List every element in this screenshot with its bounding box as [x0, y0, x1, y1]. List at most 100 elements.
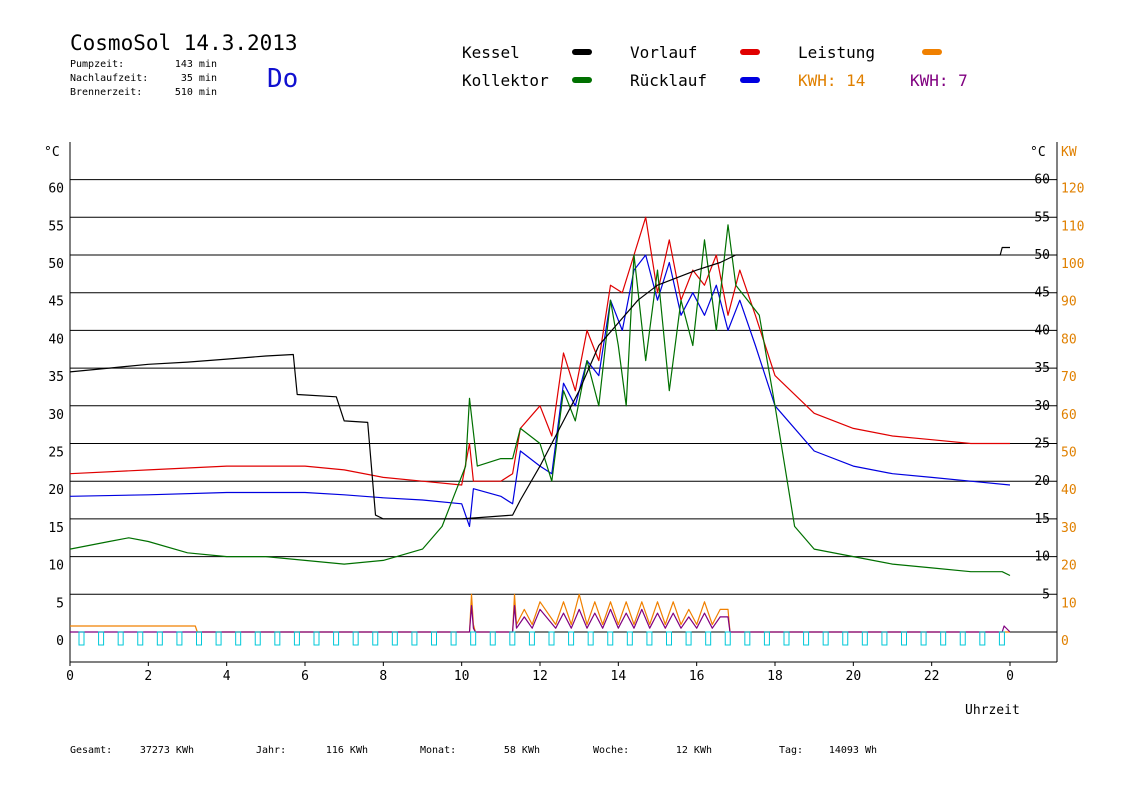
- footer-label: Woche:: [593, 745, 629, 756]
- y-tick-right-temp: 20: [1034, 474, 1050, 489]
- marker: [98, 631, 105, 646]
- stat-label: Brennerzeit:: [70, 87, 142, 98]
- footer-value: 58 KWh: [504, 745, 540, 756]
- marker: [274, 631, 281, 646]
- marker: [568, 631, 575, 646]
- marker: [450, 631, 457, 646]
- marker: [352, 631, 359, 646]
- series-kwh: [70, 604, 1011, 633]
- stat-value: 510 min: [175, 87, 217, 98]
- series-vorlauf: [69, 216, 1010, 486]
- x-tick: 20: [846, 669, 862, 684]
- legend-swatch: [740, 49, 760, 55]
- y-tick-right-temp: 35: [1034, 361, 1050, 376]
- marker: [803, 631, 810, 646]
- y-tick-right-temp: 5: [1042, 587, 1050, 602]
- marker: [685, 631, 692, 646]
- x-tick: 14: [611, 669, 627, 684]
- x-tick: 12: [532, 669, 548, 684]
- y-tick-right-temp: 40: [1034, 323, 1050, 338]
- y-tick-right-power: 120: [1061, 182, 1084, 197]
- marker: [861, 631, 868, 646]
- marker: [313, 631, 320, 646]
- marker: [901, 631, 907, 646]
- footer-value: 12 KWh: [676, 745, 712, 756]
- kwh-label: KWH: 7: [910, 71, 968, 90]
- marker: [411, 631, 418, 646]
- y-tick-left: 0: [56, 634, 64, 649]
- grid-lines: [70, 179, 1057, 633]
- day-label: Do: [267, 64, 298, 94]
- marker: [117, 631, 124, 646]
- y-tick-left: 15: [48, 521, 64, 536]
- y-tick-right-power: 0: [1061, 634, 1069, 649]
- y-tick-right-power: 10: [1061, 596, 1077, 611]
- x-tick: 8: [379, 669, 387, 684]
- y-tick-right-power: 80: [1061, 332, 1077, 347]
- y-tick-left: 5: [56, 596, 64, 611]
- marker: [920, 631, 927, 646]
- series-kollektor: [69, 224, 1011, 577]
- marker: [509, 631, 516, 646]
- x-tick: 0: [1006, 669, 1014, 684]
- legend-label: Kessel: [462, 43, 520, 62]
- marker: [587, 631, 594, 646]
- legend: Kessel Vorlauf Leistung Kollektor Rücklauf KW…: [462, 43, 968, 90]
- marker: [979, 631, 986, 646]
- tick-labels: 0510152025303540455055605101520253035404…: [48, 173, 1084, 684]
- marker: [705, 631, 712, 646]
- y-tick-right-power: 100: [1061, 257, 1084, 272]
- marker: [372, 631, 379, 646]
- y-tick-left: 50: [48, 257, 64, 272]
- y-tick-right-temp: 55: [1034, 210, 1050, 225]
- y-tick-right-temp: 45: [1034, 286, 1050, 301]
- legend-label: Leistung: [798, 43, 875, 62]
- stats-block: Pumpzeit: 143 min Nachlaufzeit: 35 min Brenn…: [70, 59, 217, 98]
- x-tick: 6: [301, 669, 309, 684]
- footer-label: Monat:: [420, 745, 456, 756]
- y-tick-right-temp: 15: [1034, 512, 1050, 527]
- series-ruecklauf: [69, 254, 1011, 528]
- y-tick-right-power: 40: [1061, 483, 1077, 498]
- y-tick-right-power: 110: [1061, 219, 1084, 234]
- marker: [333, 631, 340, 646]
- x-tick: 2: [144, 669, 152, 684]
- marker: [998, 631, 1005, 646]
- legend-label: Rücklauf: [630, 71, 707, 90]
- stat-label: Nachlaufzeit:: [70, 73, 148, 84]
- marker: [215, 631, 222, 646]
- footer-label: Tag:: [779, 745, 803, 756]
- series-lines: [69, 216, 1011, 633]
- marker: [156, 631, 163, 646]
- y-axis-right-power-label: KW: [1061, 145, 1077, 160]
- footer-totals: Gesamt: 37273 KWh Jahr: 116 KWh Monat: 58 KWh…: [70, 745, 877, 756]
- footer-label: Gesamt:: [70, 745, 112, 756]
- series-kessel: [69, 246, 1010, 520]
- x-tick: 18: [767, 669, 783, 684]
- stat-label: Pumpzeit:: [70, 59, 124, 70]
- stat-value: 143 min: [175, 59, 217, 70]
- y-tick-left: 10: [48, 559, 64, 574]
- legend-swatch: [740, 77, 760, 83]
- marker: [254, 631, 261, 646]
- y-tick-left: 20: [48, 483, 64, 498]
- y-tick-right-power: 70: [1061, 370, 1077, 385]
- legend-swatch: [572, 77, 592, 83]
- marker: [78, 631, 85, 646]
- marker: [724, 631, 731, 646]
- y-tick-left: 40: [48, 332, 64, 347]
- y-axis-right-temp-label: °C: [1030, 145, 1046, 160]
- stat-value: 35 min: [181, 73, 217, 84]
- y-tick-right-power: 30: [1061, 521, 1077, 536]
- marker: [196, 631, 202, 646]
- marker: [607, 631, 614, 646]
- y-tick-right-temp: 60: [1034, 173, 1050, 188]
- hour-markers: [78, 631, 1005, 646]
- series-leistung: [70, 593, 1010, 633]
- x-tick: 16: [689, 669, 705, 684]
- x-axis-label: Uhrzeit: [965, 703, 1020, 718]
- kwh-label: KWH: 14: [798, 71, 865, 90]
- marker: [391, 631, 398, 646]
- marker: [744, 631, 751, 646]
